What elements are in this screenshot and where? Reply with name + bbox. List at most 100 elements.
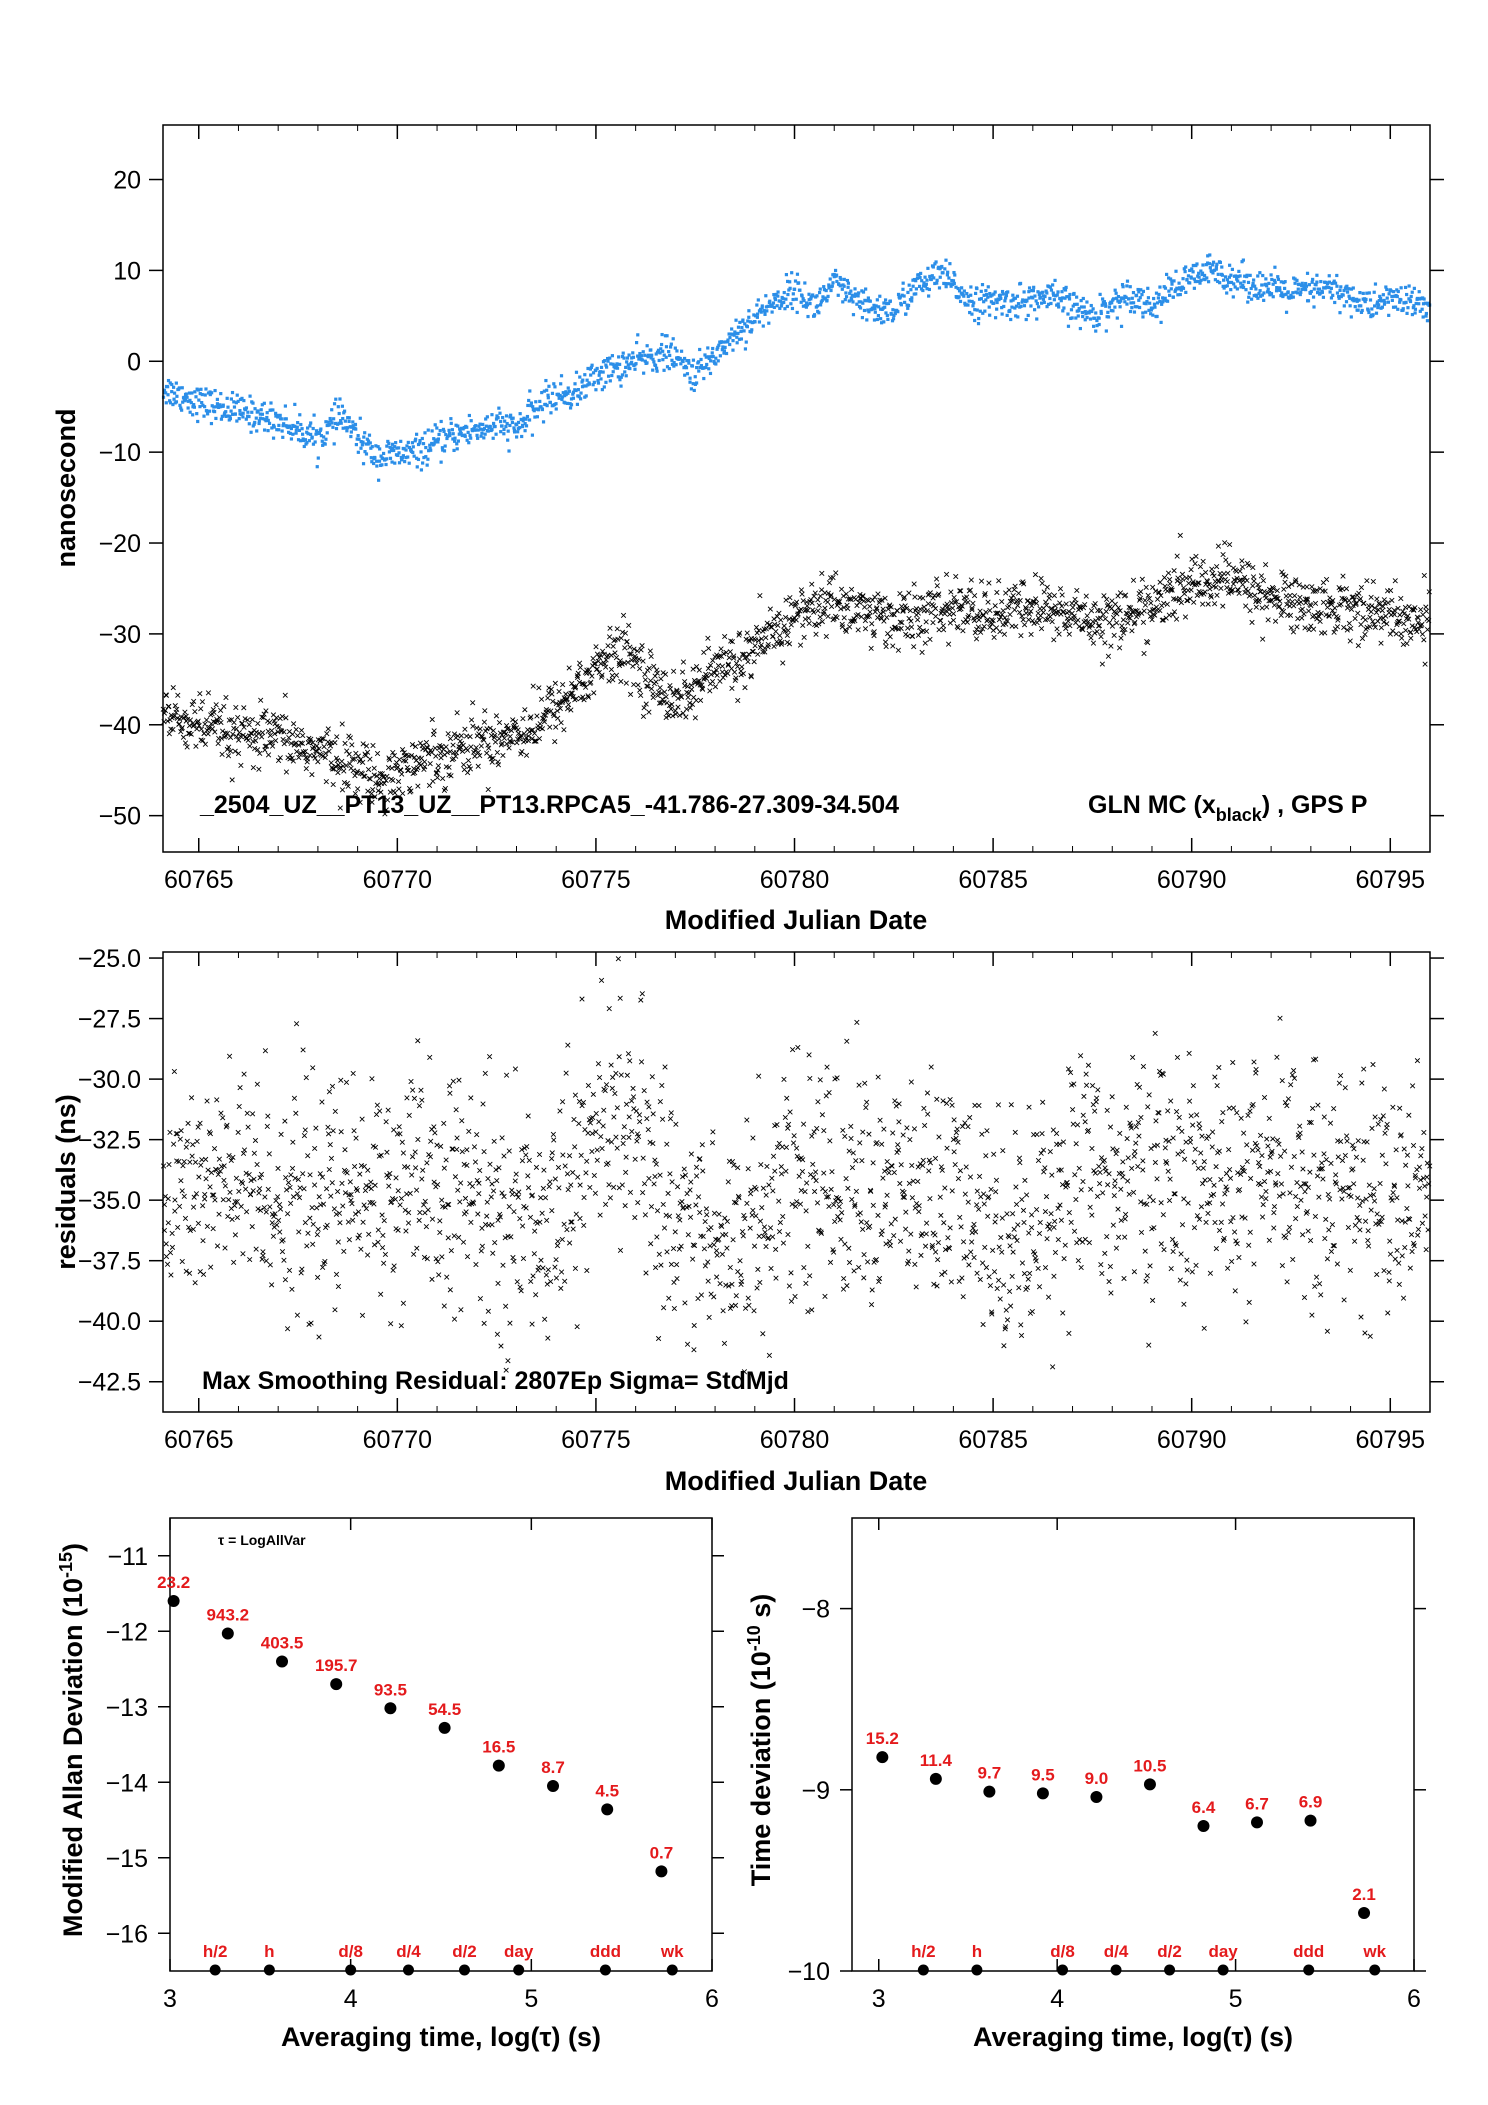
point bbox=[530, 433, 535, 437]
point bbox=[259, 1256, 265, 1262]
point bbox=[1043, 294, 1047, 299]
point bbox=[998, 293, 1002, 297]
point bbox=[272, 731, 278, 737]
point bbox=[682, 1300, 688, 1306]
point bbox=[1258, 271, 1262, 275]
point bbox=[1363, 299, 1367, 304]
point bbox=[455, 442, 459, 446]
point bbox=[987, 607, 993, 614]
point bbox=[449, 1146, 455, 1152]
point bbox=[381, 780, 387, 787]
point bbox=[508, 423, 512, 428]
point bbox=[955, 625, 961, 631]
point bbox=[799, 591, 805, 597]
point bbox=[319, 736, 325, 742]
point bbox=[896, 292, 901, 297]
point bbox=[1312, 305, 1316, 309]
point bbox=[458, 1307, 464, 1313]
point bbox=[293, 726, 299, 733]
point bbox=[419, 1176, 425, 1182]
point bbox=[1240, 581, 1246, 588]
point bbox=[235, 1129, 241, 1136]
point bbox=[694, 381, 699, 385]
point bbox=[933, 576, 940, 582]
x-tick-label: 60795 bbox=[1356, 866, 1426, 894]
y-tick-label: −30 bbox=[99, 621, 141, 649]
point bbox=[355, 753, 361, 759]
point bbox=[1163, 286, 1168, 290]
point bbox=[1312, 287, 1316, 291]
point bbox=[1137, 298, 1141, 302]
point bbox=[1065, 295, 1069, 299]
point bbox=[351, 756, 358, 762]
point bbox=[436, 1272, 442, 1278]
point bbox=[788, 601, 794, 607]
point bbox=[1290, 629, 1297, 635]
point bbox=[378, 1291, 384, 1297]
point bbox=[825, 1194, 831, 1200]
point bbox=[1080, 310, 1084, 315]
point bbox=[438, 1143, 444, 1149]
point bbox=[805, 303, 810, 307]
point bbox=[1400, 608, 1406, 614]
point bbox=[630, 1094, 637, 1100]
point bbox=[493, 1167, 499, 1173]
point bbox=[416, 457, 421, 462]
point bbox=[778, 306, 782, 310]
point bbox=[660, 670, 666, 676]
point bbox=[809, 1133, 815, 1139]
point bbox=[1072, 291, 1076, 296]
point bbox=[510, 1254, 516, 1261]
point bbox=[298, 740, 304, 746]
point bbox=[888, 299, 892, 303]
point bbox=[885, 313, 889, 318]
point bbox=[1372, 605, 1378, 611]
point bbox=[525, 414, 530, 419]
point bbox=[224, 730, 231, 736]
point bbox=[1026, 313, 1030, 318]
point bbox=[534, 1220, 540, 1226]
point bbox=[523, 752, 530, 758]
point bbox=[255, 720, 261, 727]
point bbox=[869, 597, 876, 603]
point bbox=[841, 604, 847, 611]
point bbox=[957, 289, 962, 293]
point bbox=[1059, 603, 1065, 609]
point bbox=[755, 312, 760, 316]
point bbox=[937, 286, 942, 290]
point bbox=[1398, 300, 1402, 304]
point bbox=[540, 390, 544, 395]
point bbox=[1225, 278, 1230, 282]
point bbox=[1285, 598, 1292, 604]
point bbox=[1004, 618, 1011, 624]
point bbox=[470, 1200, 477, 1206]
point bbox=[509, 413, 513, 417]
point bbox=[906, 590, 912, 596]
point bbox=[652, 1173, 658, 1180]
point bbox=[294, 732, 301, 739]
point bbox=[230, 390, 235, 395]
point bbox=[209, 421, 214, 426]
point bbox=[389, 448, 393, 453]
point bbox=[378, 789, 384, 795]
point bbox=[493, 713, 500, 719]
point bbox=[947, 276, 951, 280]
point bbox=[604, 380, 608, 384]
point bbox=[229, 777, 235, 783]
point bbox=[863, 298, 867, 302]
point bbox=[755, 303, 759, 307]
point bbox=[761, 1224, 768, 1230]
point bbox=[1387, 631, 1393, 637]
point bbox=[700, 1233, 706, 1239]
point bbox=[609, 362, 613, 366]
point bbox=[171, 402, 175, 407]
point bbox=[1008, 595, 1015, 601]
point bbox=[377, 1108, 383, 1114]
point bbox=[594, 651, 601, 657]
point bbox=[993, 290, 997, 294]
point bbox=[576, 679, 583, 685]
point bbox=[769, 1175, 775, 1181]
point bbox=[525, 1113, 531, 1119]
point bbox=[252, 746, 258, 752]
point bbox=[393, 445, 397, 449]
